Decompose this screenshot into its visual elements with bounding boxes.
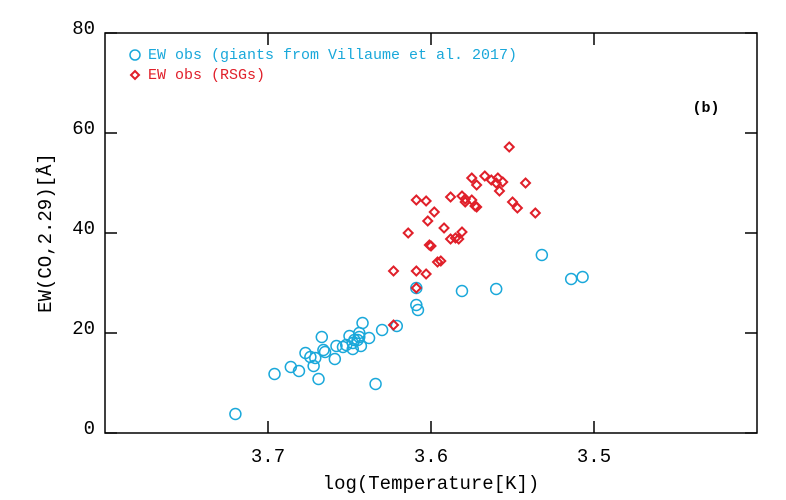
scatter-point [470, 201, 483, 213]
legend-label: EW obs (giants from Villaume et al. 2017… [148, 47, 517, 64]
x-tick-label: 3.7 [251, 446, 285, 468]
x-axis-label: log(Temperature[K]) [323, 473, 540, 495]
plot-frame [104, 32, 758, 434]
scatter-point [506, 196, 519, 208]
y-tick-label: 60 [72, 118, 95, 140]
scatter-point [312, 372, 325, 386]
scatter-point [428, 206, 441, 218]
scatter-point [420, 195, 433, 207]
legend-marker [129, 69, 141, 81]
scatter-point [387, 265, 400, 277]
scatter-point [493, 185, 506, 197]
scatter-point [369, 377, 382, 391]
scatter-point [519, 177, 532, 189]
scatter-point [535, 248, 549, 262]
scatter-point [356, 316, 369, 330]
scatter-point [307, 359, 320, 373]
scatter-point [444, 233, 457, 245]
scatter-point [478, 170, 491, 182]
y-tick-label: 20 [72, 318, 95, 340]
legend-label: EW obs (RSGs) [148, 67, 265, 84]
scatter-point [315, 330, 329, 344]
scatter-point [459, 193, 472, 205]
scatter-point [496, 176, 509, 188]
scatter-point [421, 215, 434, 227]
scatter-point [410, 298, 423, 312]
scatter-point [511, 202, 524, 214]
scatter-point [503, 141, 516, 153]
scatter-point [229, 407, 242, 421]
scatter-point [268, 367, 281, 381]
y-tick-label: 40 [72, 218, 95, 240]
scatter-point [328, 352, 342, 366]
scatter-point [375, 323, 389, 337]
scatter-point [455, 284, 469, 298]
scatter-point [354, 339, 368, 353]
scatter-point [470, 179, 483, 191]
scatter-point [410, 265, 423, 277]
y-tick-label: 80 [72, 18, 95, 40]
scatter-point [465, 172, 478, 184]
scatter-point [330, 339, 343, 353]
scatter-point [434, 255, 447, 267]
x-tick-label: 3.6 [414, 446, 448, 468]
scatter-point [411, 303, 425, 317]
annotation: (b) [692, 100, 719, 117]
scatter-point [449, 232, 462, 244]
scatter-point [438, 222, 450, 234]
scatter-point [564, 272, 578, 286]
scatter-point [387, 319, 400, 331]
scatter-point [420, 268, 433, 280]
scatter-point [402, 227, 415, 239]
scatter-point [292, 364, 306, 378]
scatter-point [576, 270, 589, 284]
legend-marker [129, 49, 141, 61]
scatter-point [410, 194, 423, 206]
scatter-point [444, 191, 457, 203]
y-axis-label: EW(CO,2.29)[Å] [35, 153, 57, 313]
scatter-point [489, 282, 503, 296]
y-tick-label: 0 [84, 418, 95, 440]
scatter-point [425, 240, 437, 252]
scatter-point [309, 351, 322, 365]
scatter-point [529, 207, 542, 219]
scatter-point [410, 282, 423, 294]
scatter-point [353, 330, 366, 344]
scatter-point [456, 226, 468, 238]
x-tick-label: 3.5 [577, 446, 611, 468]
scatter-point [318, 345, 332, 359]
scatter-point [431, 256, 444, 268]
scatter-point [317, 343, 330, 357]
scatter-point [362, 331, 376, 345]
